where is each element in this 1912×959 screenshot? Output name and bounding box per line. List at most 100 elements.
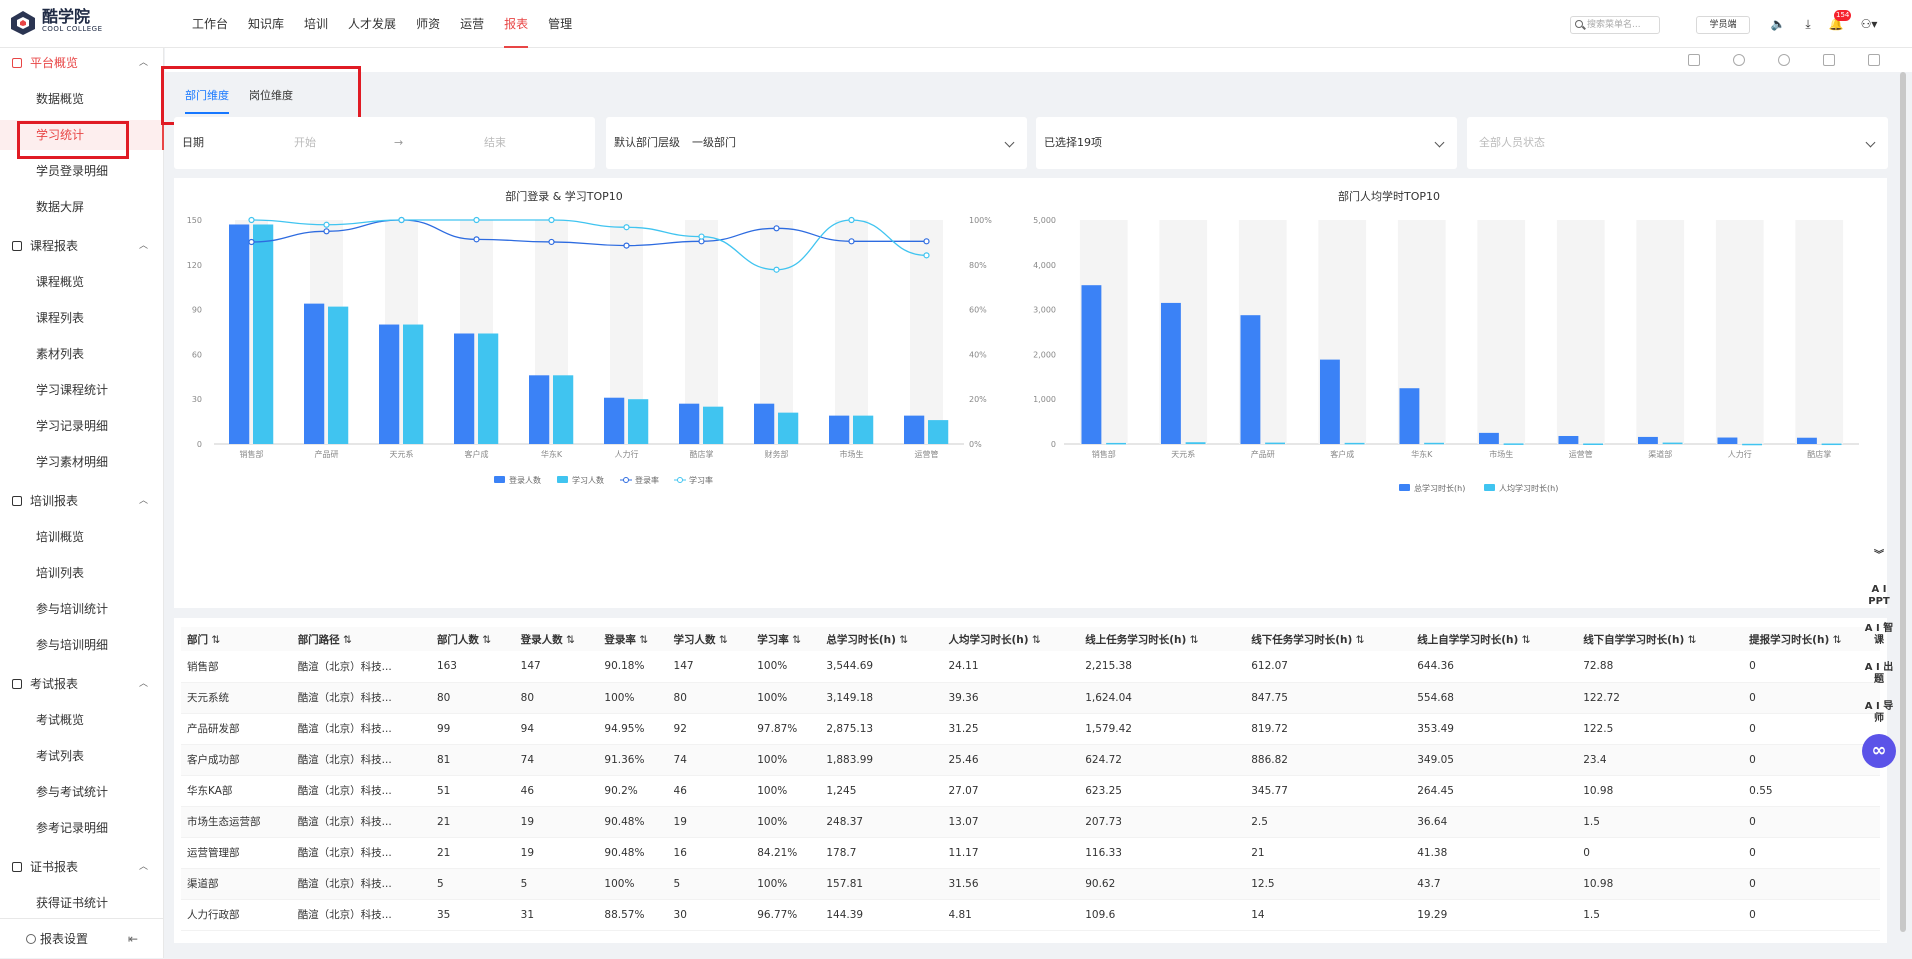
refresh-icon[interactable] — [1778, 54, 1790, 66]
date-end-input[interactable]: 结束 — [484, 136, 506, 149]
line-point[interactable] — [773, 225, 780, 232]
bar-total-hours[interactable] — [1081, 285, 1102, 444]
nav-4[interactable]: 师资 — [416, 17, 441, 31]
bar-total-hours[interactable] — [1160, 302, 1181, 444]
sort-icon[interactable]: ⇅ — [1518, 633, 1531, 646]
sidebar-group-3[interactable]: 考试报表 ︿ — [0, 669, 164, 699]
speaker-icon[interactable]: 🔈 — [1770, 17, 1786, 31]
dept-multi-select[interactable]: 已选择19项 — [1036, 117, 1457, 169]
sort-icon[interactable]: ⇅ — [1352, 633, 1365, 646]
bar-total-hours[interactable] — [1796, 437, 1817, 444]
sidebar-item-2-2[interactable]: 参与培训统计 — [36, 602, 109, 616]
ai-course-button[interactable]: A I 智课 — [1864, 623, 1894, 646]
line-point[interactable] — [323, 228, 330, 235]
bar-avg-hours[interactable] — [1344, 442, 1365, 445]
tab-department[interactable]: 部门维度 — [175, 80, 239, 116]
report-settings-button[interactable]: 报表设置 ⇤ — [0, 918, 164, 958]
user-avatar-icon[interactable]: ⚇▾ — [1860, 17, 1878, 31]
bar-study-count[interactable] — [328, 306, 349, 444]
sidebar-group-0[interactable]: 平台概览 ︿ — [0, 48, 164, 78]
table-row[interactable]: 市场生态运营部 酷渲（北京）科技... 21 19 90.48% 19 100% 248.37… — [181, 806, 1880, 838]
column-header[interactable]: 部门人数 ⇅ — [430, 627, 515, 651]
line-point[interactable] — [398, 216, 405, 224]
nav-6[interactable]: 报表 — [494, 0, 538, 48]
line-point[interactable] — [623, 242, 630, 249]
sort-icon[interactable]: ⇅ — [208, 633, 221, 646]
sort-icon[interactable]: ⇅ — [1186, 633, 1199, 646]
column-header[interactable]: 学习人数 ⇅ — [667, 627, 752, 651]
ai-tutor-button[interactable]: A I 导师 — [1864, 701, 1894, 724]
bar-avg-hours[interactable] — [1821, 443, 1842, 446]
bar-study-count[interactable] — [403, 324, 424, 444]
bar-login-count[interactable] — [904, 415, 925, 444]
column-header[interactable]: 线下自学学习时长(h) ⇅ — [1577, 627, 1744, 651]
column-header[interactable]: 部门路径 ⇅ — [291, 627, 431, 651]
legend-label[interactable]: 人均学习时长(h) — [1499, 483, 1558, 493]
sort-icon[interactable]: ⇅ — [788, 633, 801, 646]
table-row[interactable]: 产品研发部 酷渲（北京）科技... 99 94 94.95% 92 97.87% 2,875.… — [181, 713, 1880, 745]
legend-label[interactable]: 登录人数 — [509, 475, 541, 485]
line-point[interactable] — [848, 216, 855, 224]
bar-total-hours[interactable] — [1319, 359, 1340, 444]
sort-icon[interactable]: ⇅ — [478, 633, 492, 646]
bar-login-count[interactable] — [604, 397, 625, 444]
bar-login-count[interactable] — [454, 333, 475, 444]
table-row[interactable]: 天元系统 酷渲（北京）科技... 80 80 100% 80 100% 3,149.18 39.… — [181, 682, 1880, 714]
bar-total-hours[interactable] — [1717, 437, 1738, 444]
bar-total-hours[interactable] — [1399, 388, 1420, 444]
table-row[interactable]: 华东KA部 酷渲（北京）科技... 51 46 90.2% 46 100% 1,245 27.0… — [181, 775, 1880, 807]
fullscreen-icon[interactable] — [1823, 54, 1835, 66]
scrollbar-thumb[interactable] — [1900, 72, 1906, 932]
column-header[interactable]: 登录率 ⇅ — [598, 627, 668, 651]
sidebar-item-4-0[interactable]: 获得证书统计 — [36, 896, 109, 910]
sidebar-item-2-3[interactable]: 参与培训明细 — [36, 638, 109, 652]
ai-assistant-icon[interactable]: ∞ — [1862, 734, 1896, 768]
nav-3[interactable]: 人才发展 — [348, 17, 397, 31]
collapse-float-icon[interactable]: ︾ — [1874, 550, 1884, 561]
date-range-filter[interactable]: 日期 开始 → 结束 — [174, 117, 595, 169]
bar-total-hours[interactable] — [1558, 435, 1579, 444]
sidebar-item-3-3[interactable]: 参考记录明细 — [36, 821, 109, 835]
sidebar-item-2-1[interactable]: 培训列表 — [36, 566, 85, 580]
sidebar-item-1-1[interactable]: 课程列表 — [36, 311, 85, 325]
column-header[interactable]: 登录人数 ⇅ — [514, 627, 599, 651]
sidebar-item-3-1[interactable]: 考试列表 — [36, 749, 85, 763]
legend-label[interactable]: 总学习时长(h) — [1414, 483, 1465, 493]
sidebar-item-2-0[interactable]: 培训概览 — [36, 530, 85, 544]
line-point[interactable] — [548, 216, 555, 224]
bar-avg-hours[interactable] — [1742, 443, 1763, 446]
sort-icon[interactable]: ⇅ — [715, 633, 728, 646]
bar-login-count[interactable] — [229, 224, 250, 444]
sort-icon[interactable]: ⇅ — [1829, 633, 1842, 646]
nav-7[interactable]: 管理 — [548, 17, 573, 31]
sidebar-item-0-1[interactable]: 学习统计 — [0, 120, 164, 150]
download-icon[interactable]: ⤓ — [1805, 17, 1811, 31]
bar-login-count[interactable] — [304, 303, 325, 444]
line-point[interactable] — [848, 238, 855, 245]
sidebar-item-1-4[interactable]: 学习记录明细 — [36, 419, 109, 433]
sidebar-item-0-0[interactable]: 数据概览 — [36, 92, 85, 106]
legend-label[interactable]: 登录率 — [635, 475, 659, 485]
table-row[interactable]: 销售部 酷渲（北京）科技... 163 147 90.18% 147 100% 3,544.6… — [181, 651, 1880, 683]
bar-avg-hours[interactable] — [1583, 443, 1604, 445]
sidebar-item-3-0[interactable]: 考试概览 — [36, 713, 85, 727]
bar-avg-hours[interactable] — [1185, 442, 1206, 444]
app-logo[interactable]: 酷学院 COOL COLLEGE — [10, 9, 103, 36]
column-header[interactable]: 部门 ⇅ — [181, 627, 292, 651]
collapse-sidebar-icon[interactable]: ⇤ — [127, 932, 138, 946]
bar-login-count[interactable] — [529, 375, 550, 444]
line-point[interactable] — [773, 266, 780, 273]
sidebar-group-2[interactable]: 培训报表 ︿ — [0, 486, 164, 516]
bar-login-count[interactable] — [679, 403, 700, 444]
table-row[interactable]: 渠道部 酷渲（北京）科技... 5 5 100% 5 100% 157.81 31.56 90.6… — [181, 868, 1880, 900]
line-point[interactable] — [248, 216, 255, 224]
bar-login-count[interactable] — [379, 324, 400, 444]
column-header[interactable]: 提报学习时长(h) ⇅ — [1743, 627, 1880, 651]
bar-avg-hours[interactable] — [1424, 442, 1445, 445]
bar-study-count[interactable] — [628, 399, 649, 444]
nav-2[interactable]: 培训 — [304, 17, 329, 31]
bar-study-count[interactable] — [928, 420, 949, 444]
menu-search-input[interactable]: 搜索菜单名... — [1570, 16, 1660, 34]
column-header[interactable]: 线上任务学习时长(h) ⇅ — [1079, 627, 1246, 651]
bar-total-hours[interactable] — [1637, 436, 1658, 444]
